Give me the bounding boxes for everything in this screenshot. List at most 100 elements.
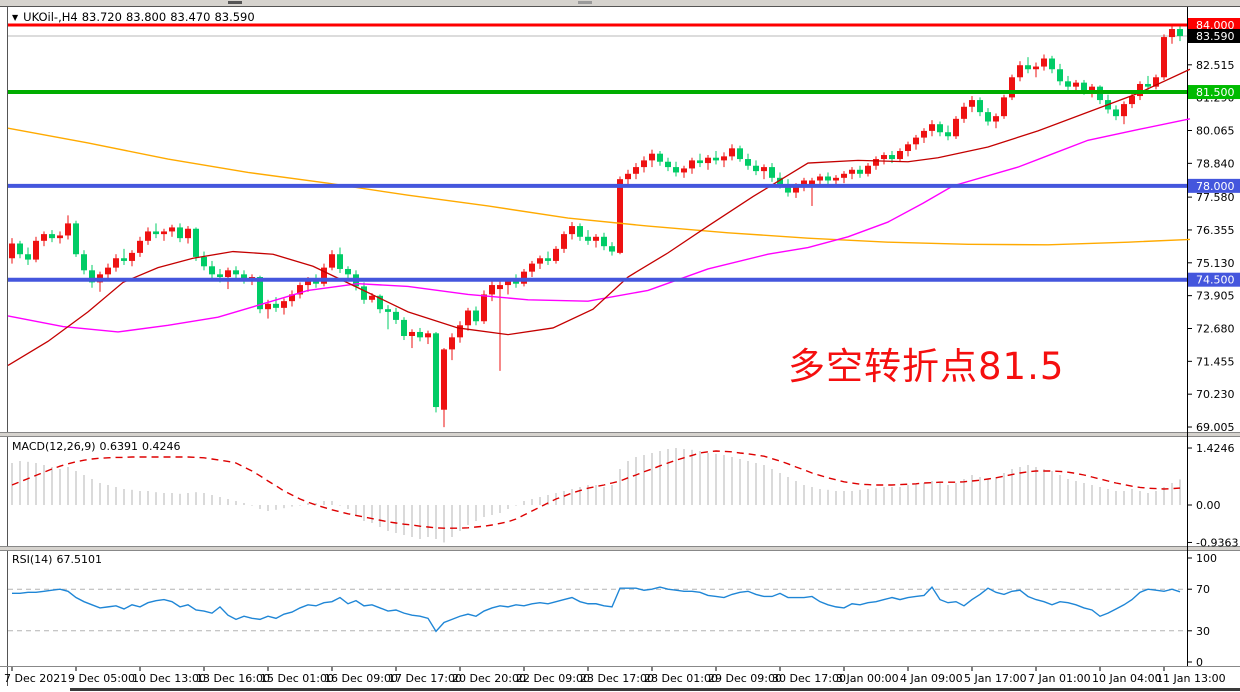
candle-body [457,325,463,338]
macd-bar [371,505,373,523]
macd-bar [307,503,309,505]
macd-bar [635,457,637,505]
candle [1081,79,1087,95]
candle [497,281,503,371]
candle-wick [123,248,125,265]
pane-separator[interactable] [0,433,1240,436]
candle-body [801,180,807,186]
macd-bar [483,505,485,517]
x-axis-label: 28 Dec 01:00 [644,672,718,685]
macd-bar [619,469,621,505]
candle-body [465,310,471,326]
candle-body [393,311,399,320]
candle-body [1153,77,1159,87]
macd-bar [443,505,445,543]
macd-bar [315,503,317,505]
macd-bar [699,451,701,505]
macd-bar [843,491,845,505]
x-axis-label: 4 Jan 09:00 [900,672,963,685]
ma-fast-red[interactable] [7,68,1191,367]
macd-bar [675,448,677,505]
candle-body [553,248,559,261]
candle-body [1169,29,1175,38]
candle [1017,61,1023,82]
candle-body [145,231,151,241]
candle-body [433,333,439,408]
macd-bar [979,477,981,505]
candle [1161,34,1167,80]
macd-bar [851,491,853,505]
candle [465,307,471,331]
candle-body [937,124,943,133]
candle [17,240,23,259]
candle [289,290,295,307]
pane-separator[interactable] [0,547,1240,550]
candle-body [569,226,575,235]
candle [553,246,559,264]
candle [665,157,671,172]
macd-bar [611,485,613,505]
candle [257,275,263,314]
macd-label: MACD(12,26,9) 0.6391 0.4246 [12,440,185,453]
candle [361,282,367,304]
candle [545,251,551,265]
candle [953,116,959,139]
candle [169,224,175,237]
macd-bar [1035,467,1037,505]
rsi-name: RSI(14) [12,553,53,566]
rsi-pane: 100 70 30 0 [8,552,1217,669]
macd-bar [963,479,965,505]
candle [345,266,351,279]
macd-bar [987,479,989,505]
y-axis-label: 75.130 [1196,257,1235,270]
macd-bar [787,477,789,505]
candle-body [625,173,631,180]
price-badge-bg [1188,178,1240,193]
candle [593,234,599,248]
candle [1057,63,1063,86]
macd-bar [123,489,125,505]
macd-bar [259,505,261,509]
candle-body [281,301,287,308]
candle [241,270,247,284]
price-badge-bg [1188,18,1240,32]
candle-wick [507,278,509,295]
macd-bar [859,489,861,505]
candle-body [713,157,719,161]
y-axis-label: 73.905 [1196,290,1235,303]
price-badge-label: 84.000 [1196,19,1235,32]
candle [937,121,943,137]
macd-bar [83,475,85,505]
candle [585,230,591,245]
ma-mid-magenta[interactable] [7,118,1191,333]
macd-bar [411,505,413,537]
macd-bar [163,493,165,505]
candles-layer [9,25,1183,428]
candle [65,215,71,240]
candle-body [721,156,727,161]
candle-body [673,167,679,173]
macd-bar [923,483,925,505]
candle-body [729,148,735,157]
candle [81,250,87,275]
candle-body [649,153,655,161]
macd-bar [1091,485,1093,505]
candle-wick [811,177,813,206]
macd-bar [1115,491,1117,505]
horizontal-scrollbar[interactable] [70,688,1240,691]
macd-bar [803,485,805,505]
window-chrome-mark [578,1,592,4]
chart-header: ▼ UKOil-,H4 83.720 83.800 83.470 83.590 [12,10,259,24]
candle-body [577,226,583,237]
candle [929,120,935,137]
symbol-dropdown-icon[interactable]: ▼ [12,13,19,22]
annotation-text[interactable]: 多空转折点81.5 [788,345,1065,388]
ma-slow-orange[interactable] [7,127,1191,246]
candle-body [641,160,647,168]
candle [305,277,311,292]
macd-axis-label: -0.9363 [1196,536,1238,549]
candle [9,238,15,264]
candle-body [617,179,623,253]
price-pane[interactable] [7,23,1191,428]
